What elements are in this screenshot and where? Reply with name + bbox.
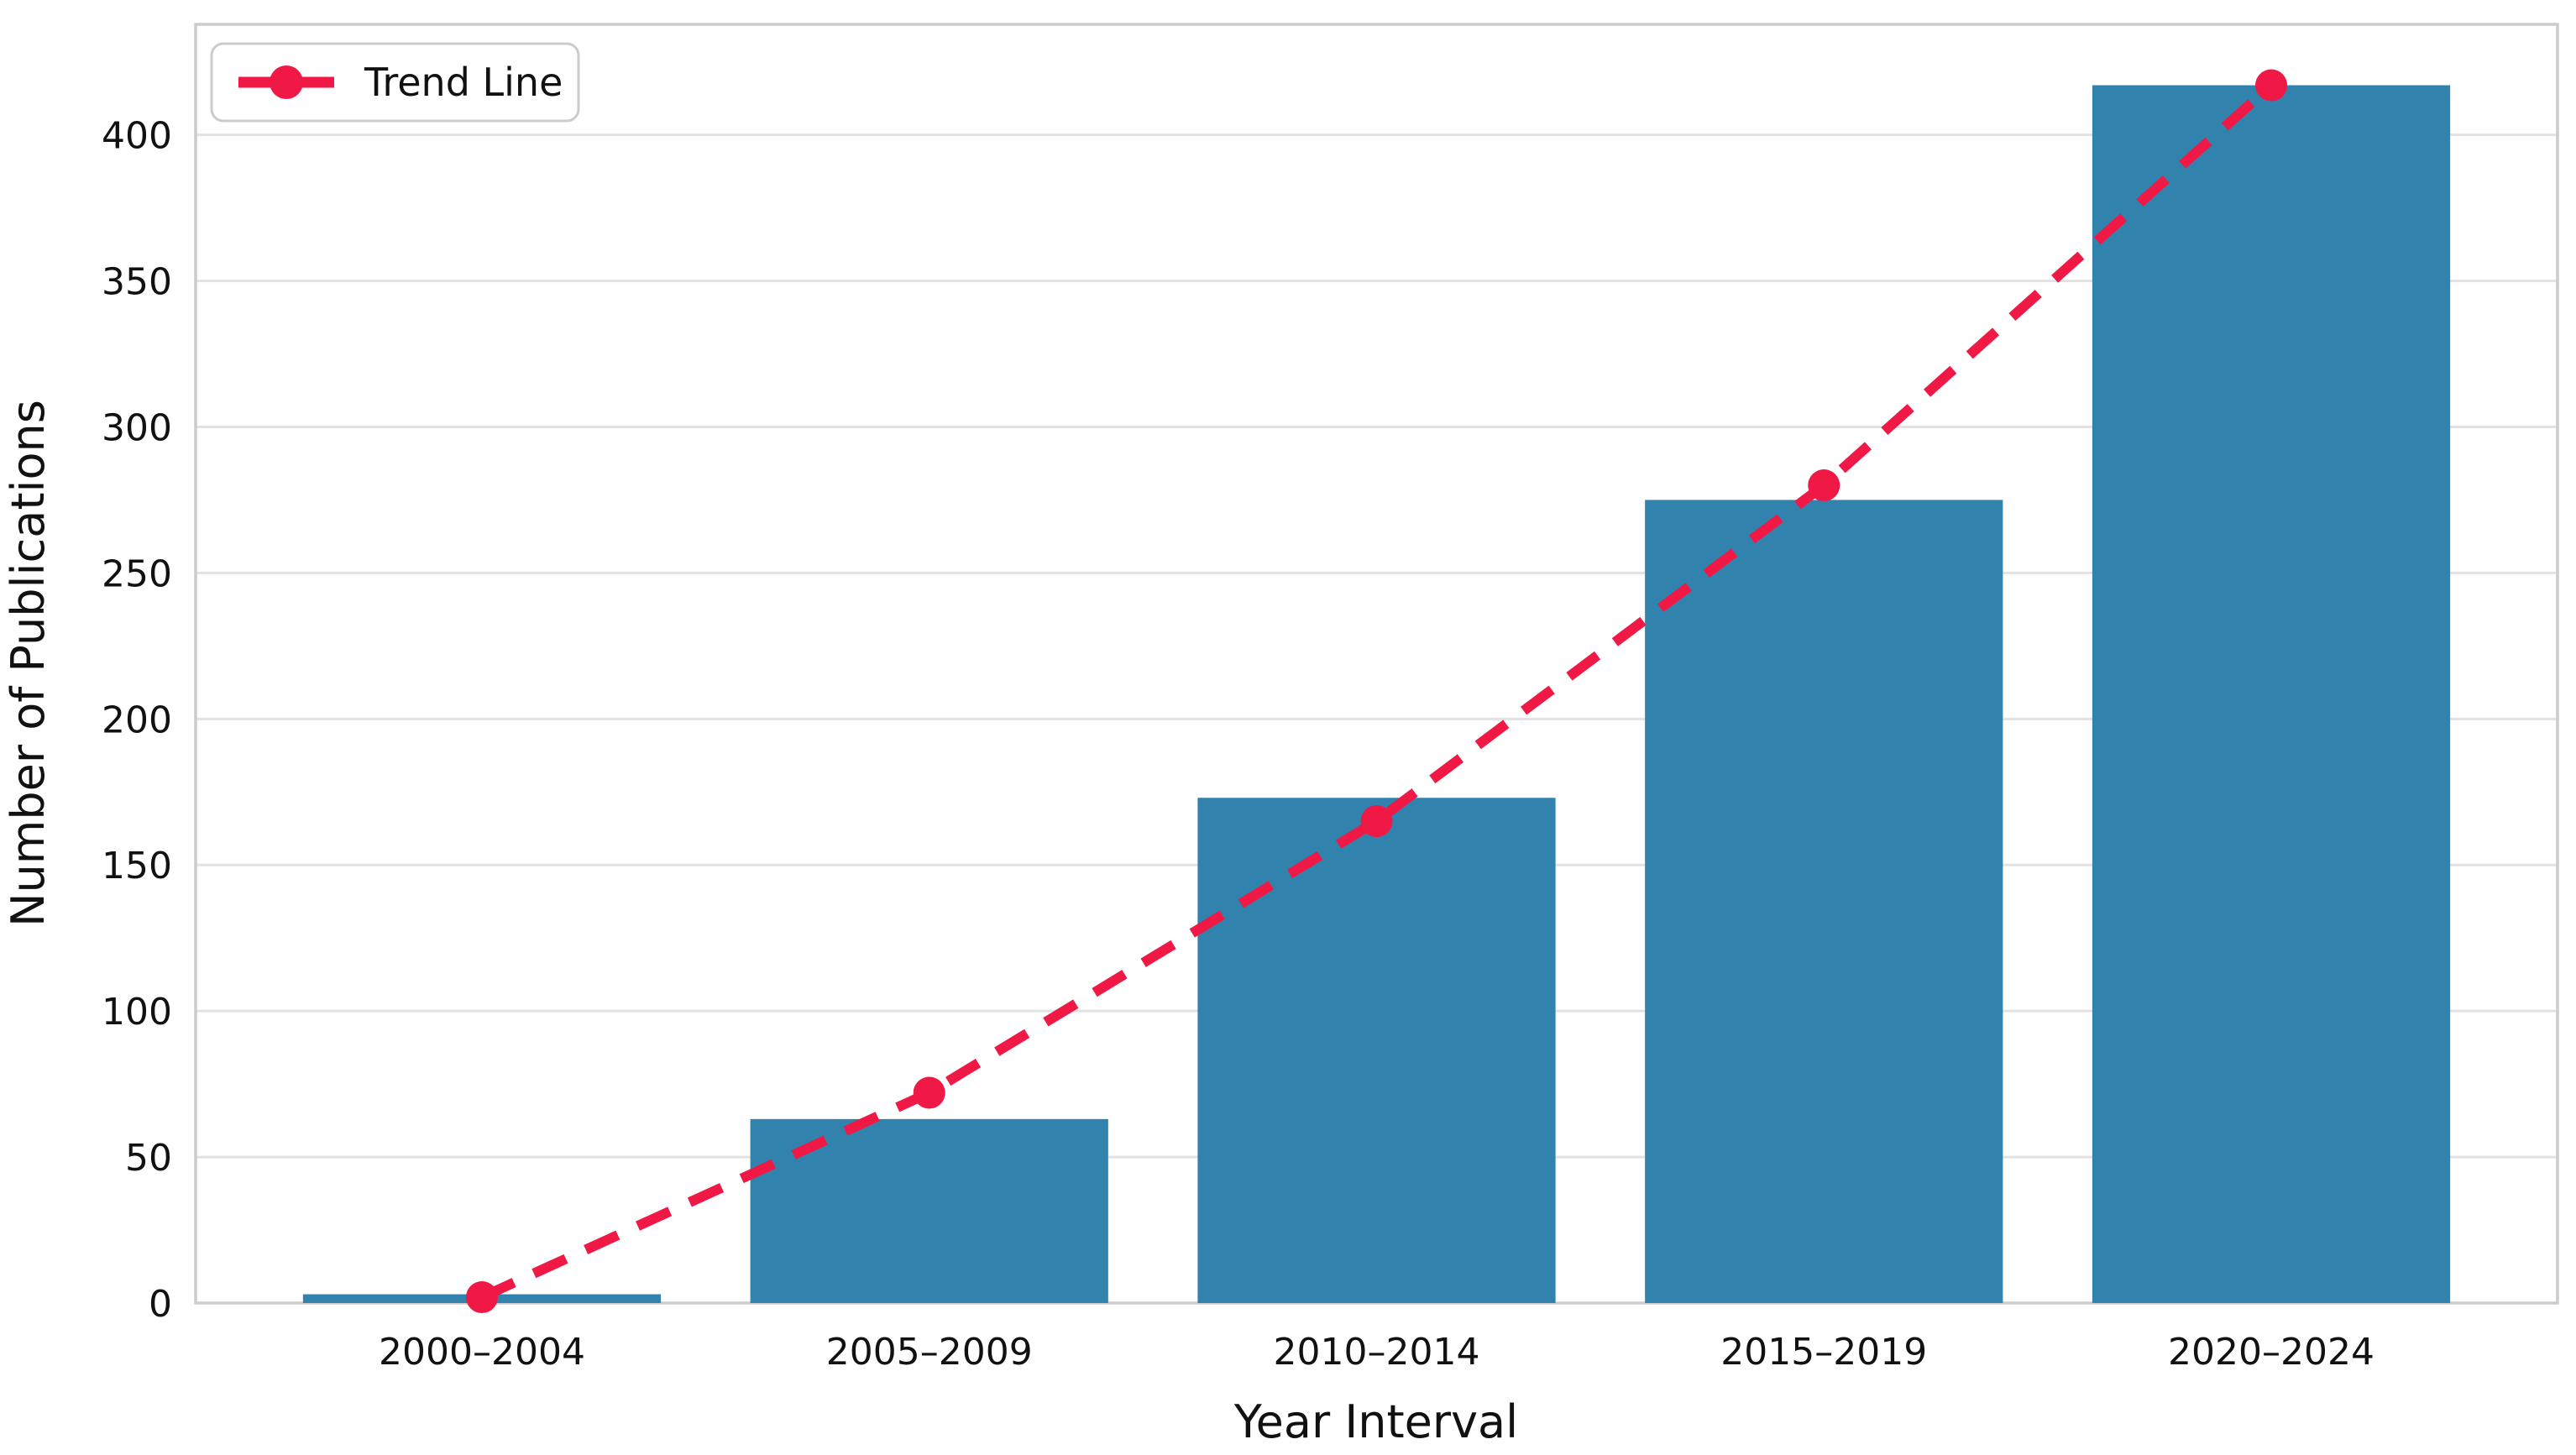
x-tick-2000–2004: 2000–2004 [379, 1331, 585, 1374]
legend: Trend Line [210, 42, 580, 123]
legend-label: Trend Line [364, 60, 563, 105]
y-tick-100: 100 [102, 991, 172, 1034]
y-tick-labels: 0 50 100 150 200 250 300 350 400 [102, 115, 172, 1326]
y-tick-350: 350 [102, 261, 172, 304]
x-tick-2005–2009: 2005–2009 [826, 1331, 1033, 1374]
trend-line-series [465, 69, 2288, 1314]
y-tick-400: 400 [102, 115, 172, 158]
bar-2015–2019 [1645, 500, 2003, 1303]
legend-marker-icon [270, 65, 303, 99]
x-tick-2020–2024: 2020–2024 [2168, 1331, 2374, 1374]
bars-layer [302, 85, 2451, 1304]
legend-box [210, 42, 580, 123]
x-tick-labels: 2000–2004 2005–2009 2010–2014 2015–2019 2020… [379, 1331, 2374, 1374]
y-tick-250: 250 [102, 552, 172, 595]
y-tick-200: 200 [102, 699, 172, 741]
x-tick-2010–2014: 2010–2014 [1274, 1331, 1480, 1374]
y-tick-300: 300 [102, 406, 172, 449]
y-tick-150: 150 [102, 845, 172, 887]
x-tick-2015–2019: 2015–2019 [1720, 1331, 1927, 1374]
trend-line [479, 81, 2275, 1302]
trend-point-2015–2019 [1808, 469, 1840, 502]
y-tick-0: 0 [149, 1283, 172, 1326]
trend-point-2000–2004 [465, 1281, 498, 1314]
y-tick-50: 50 [125, 1137, 172, 1180]
trend-point-2020–2024 [2255, 69, 2288, 102]
bar-2010–2014 [1197, 798, 1556, 1303]
trend-point-2005–2009 [913, 1076, 945, 1109]
trend-point-2010–2014 [1360, 805, 1393, 838]
y-axis-title: Number of Publications [2, 400, 55, 927]
x-axis-title: Year Interval [1233, 1395, 1518, 1448]
bar-2020–2024 [2092, 85, 2451, 1304]
